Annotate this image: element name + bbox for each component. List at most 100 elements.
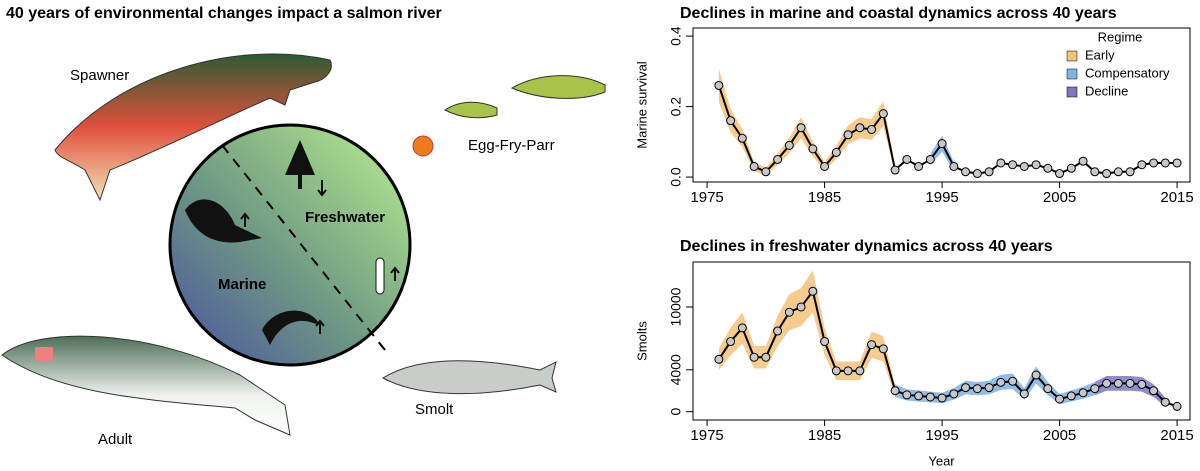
data-point <box>855 123 865 133</box>
y-axis-label: Marine survival <box>634 61 649 149</box>
data-point <box>1019 161 1029 171</box>
data-point <box>996 377 1006 387</box>
habitat-circle <box>168 123 412 367</box>
data-point <box>796 123 806 133</box>
divider <box>221 144 386 351</box>
data-point <box>1137 160 1147 170</box>
data-point <box>749 352 759 362</box>
parr-icon <box>510 75 606 99</box>
data-point <box>972 384 982 394</box>
y-tick-label: 10000 <box>668 287 684 326</box>
data-point <box>1113 167 1123 177</box>
x-tick-label: 2015 <box>1160 189 1193 206</box>
data-point <box>1008 376 1018 386</box>
data-point <box>902 390 912 400</box>
data-point <box>925 392 935 402</box>
data-point <box>890 386 900 396</box>
data-point <box>1102 378 1112 388</box>
data-point <box>1090 384 1100 394</box>
data-point <box>1031 370 1041 380</box>
data-line <box>717 85 1178 175</box>
data-point <box>984 383 994 393</box>
data-point <box>749 161 759 171</box>
data-point <box>843 366 853 376</box>
data-point <box>937 139 947 149</box>
y-axis-label: Smolts <box>634 321 649 361</box>
data-point <box>925 154 935 164</box>
thermometer-icon <box>375 257 385 295</box>
plot-frame <box>692 27 1191 183</box>
data-point <box>1102 169 1112 179</box>
data-point <box>878 109 888 119</box>
x-tick-label: 1995 <box>925 427 958 444</box>
x-axis-label: Year <box>928 453 955 468</box>
data-point <box>1055 169 1065 179</box>
data-point <box>855 366 865 376</box>
legend-title: Regime <box>1098 29 1143 44</box>
data-point <box>1066 391 1076 401</box>
y-tick-label: 4000 <box>668 354 684 385</box>
data-point <box>1008 160 1018 170</box>
data-point <box>714 80 724 90</box>
legend-swatch <box>1066 50 1078 62</box>
data-point <box>867 340 877 350</box>
plot-frame <box>692 261 1191 421</box>
data-point <box>831 147 841 157</box>
data-point <box>1125 167 1135 177</box>
data-point <box>1113 378 1123 388</box>
data-point <box>843 130 853 140</box>
data-point <box>1078 388 1088 398</box>
legend-label: Decline <box>1085 83 1128 98</box>
data-point <box>1078 156 1088 166</box>
y-tick-label: 0.2 <box>668 97 684 117</box>
data-point <box>878 344 888 354</box>
data-point <box>1149 158 1159 168</box>
data-point <box>1043 163 1053 173</box>
data-point <box>1160 158 1170 168</box>
data-point <box>867 124 877 134</box>
data-point <box>1172 158 1182 168</box>
data-point <box>831 366 841 376</box>
data-point <box>1090 167 1100 177</box>
x-tick-label: 1975 <box>690 427 723 444</box>
data-point <box>1149 386 1159 396</box>
data-point <box>996 158 1006 168</box>
chart-title: Declines in freshwater dynamics across 4… <box>680 238 1053 255</box>
y-tick-label: 0.4 <box>668 26 684 46</box>
egg-icon <box>412 135 434 157</box>
legend-label: Compensatory <box>1085 65 1170 80</box>
data-point <box>961 383 971 393</box>
data-point <box>784 140 794 150</box>
legend-swatch <box>1066 86 1078 98</box>
diagram: 40 years of environmental changes impact… <box>1 5 606 448</box>
y-tick-label: 0 <box>668 408 684 416</box>
adult-fish <box>1 335 291 436</box>
data-point <box>1125 378 1135 388</box>
data-point <box>726 337 736 347</box>
adult-label: Adult <box>98 431 133 448</box>
data-point <box>737 323 747 333</box>
data-point <box>961 167 971 177</box>
data-point <box>784 307 794 317</box>
x-tick-label: 1985 <box>808 427 841 444</box>
data-point <box>820 161 830 171</box>
data-point <box>726 116 736 126</box>
y-tick-label: 0.0 <box>668 167 684 187</box>
adult-cheek <box>35 347 53 361</box>
data-point <box>761 352 771 362</box>
freshwater-label: Freshwater <box>305 209 385 226</box>
data-point <box>1160 397 1170 407</box>
x-tick-label: 1975 <box>690 189 723 206</box>
dolphin-icon <box>262 310 320 345</box>
data-point <box>808 144 818 154</box>
data-point <box>914 391 924 401</box>
data-point <box>949 389 959 399</box>
data-point <box>773 154 783 164</box>
egg-fry-parr-label: Egg-Fry-Parr <box>468 137 555 154</box>
spawner-label: Spawner <box>70 67 129 84</box>
data-point <box>949 161 959 171</box>
legend-swatch <box>1066 68 1078 80</box>
x-tick-label: 1985 <box>808 189 841 206</box>
data-point <box>761 167 771 177</box>
x-tick-label: 1995 <box>925 189 958 206</box>
